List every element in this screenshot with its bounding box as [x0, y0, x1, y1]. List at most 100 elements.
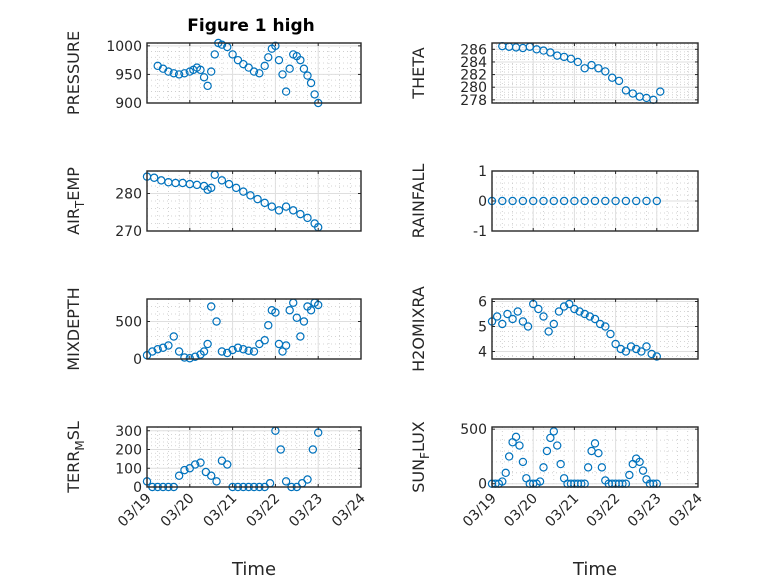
data-point	[267, 202, 277, 211]
data-point	[518, 196, 528, 206]
data-point	[628, 89, 637, 98]
y-tick-label: 300	[115, 424, 142, 440]
data-point	[296, 332, 305, 341]
data-point	[492, 312, 502, 321]
y-tick-label: 0	[133, 352, 142, 368]
y-axis-label-main: TERR	[64, 451, 83, 494]
data-point	[614, 76, 624, 86]
data-point	[570, 304, 579, 314]
x-tick-label: 03/20	[158, 491, 198, 531]
series-markers	[487, 196, 662, 206]
data-point	[597, 463, 607, 472]
data-point	[656, 87, 665, 96]
data-point	[246, 191, 255, 200]
data-point	[206, 67, 216, 76]
x-tick-label: 03/19	[460, 491, 500, 531]
x-tick-label: 03/24	[329, 490, 369, 530]
data-point	[281, 202, 291, 211]
data-point	[534, 304, 543, 314]
data-point	[621, 347, 631, 356]
data-point	[515, 441, 524, 450]
y-axis-label-subscript: F	[418, 452, 432, 459]
data-point	[244, 63, 253, 72]
data-point	[148, 347, 157, 356]
y-tick-label: 1000	[106, 39, 142, 55]
data-point	[601, 196, 610, 206]
data-point	[274, 206, 284, 215]
data-point	[566, 54, 576, 63]
y-tick-label: 0	[133, 480, 142, 496]
y-tick-label: 950	[115, 67, 142, 83]
subplot-pressure: 900 950 1000 PRESSURE	[64, 31, 362, 115]
data-point	[621, 196, 631, 206]
data-point	[233, 343, 243, 352]
data-point	[260, 198, 269, 208]
data-point	[539, 463, 548, 472]
y-tick-label: 0	[478, 477, 487, 493]
data-point	[303, 71, 312, 80]
data-point	[652, 352, 662, 361]
y-axis-label: THETA	[409, 47, 428, 99]
y-tick-label: 284	[460, 55, 487, 71]
plot-background	[492, 427, 698, 487]
data-point	[553, 441, 562, 450]
y-axis-label: TERRMSL	[64, 421, 87, 494]
data-point	[549, 427, 559, 436]
data-point	[580, 196, 589, 206]
y-axis-label: MIXDEPTH	[64, 287, 83, 370]
data-point	[292, 313, 301, 322]
data-point	[310, 90, 319, 99]
data-point	[306, 78, 316, 88]
data-point	[223, 460, 232, 469]
data-point	[180, 353, 189, 362]
data-point	[174, 471, 184, 480]
y-axis-label: AIRTEMP	[64, 167, 87, 235]
subplot-h2omixra: 4 5 6 H2OMIXRA	[409, 286, 699, 372]
data-point	[264, 53, 273, 62]
data-point	[285, 306, 294, 315]
data-point	[556, 459, 565, 469]
data-point	[169, 69, 178, 78]
data-point	[539, 196, 548, 206]
data-point	[203, 81, 212, 91]
x-tick-label: 03/22	[584, 491, 624, 531]
y-axis-label-tail: EMP	[64, 167, 83, 201]
data-point	[199, 73, 209, 82]
y-tick-label: 500	[460, 422, 487, 438]
y-tick-label: 280	[460, 80, 487, 96]
data-point	[542, 446, 552, 456]
data-point	[174, 347, 184, 356]
y-tick-label: 280	[115, 187, 142, 203]
data-point	[504, 452, 514, 461]
data-point	[164, 341, 173, 350]
data-point	[594, 448, 603, 458]
data-point	[199, 347, 209, 356]
data-point	[601, 322, 610, 331]
data-point	[285, 64, 294, 73]
data-point	[274, 55, 284, 65]
data-point	[190, 460, 200, 469]
data-point	[573, 57, 583, 67]
data-point	[652, 196, 662, 206]
data-point	[583, 463, 593, 472]
subplot-mixdepth: 0 500 MIXDEPTH	[64, 287, 362, 371]
data-point	[632, 196, 641, 206]
data-point	[513, 307, 522, 316]
data-point	[580, 309, 589, 319]
data-point	[549, 196, 559, 206]
data-point	[233, 55, 243, 65]
data-point	[196, 65, 205, 75]
y-tick-label: 278	[460, 93, 487, 109]
data-point	[523, 322, 533, 331]
y-axis-label: RAINFALL	[409, 164, 428, 239]
data-point	[278, 347, 287, 356]
data-point	[217, 40, 227, 49]
data-point	[606, 329, 615, 339]
data-point	[508, 196, 517, 206]
data-point	[289, 206, 298, 215]
data-point	[616, 344, 625, 354]
y-tick-label: 270	[115, 224, 142, 240]
x-axis-label: Time	[231, 559, 276, 580]
data-point	[559, 302, 569, 311]
